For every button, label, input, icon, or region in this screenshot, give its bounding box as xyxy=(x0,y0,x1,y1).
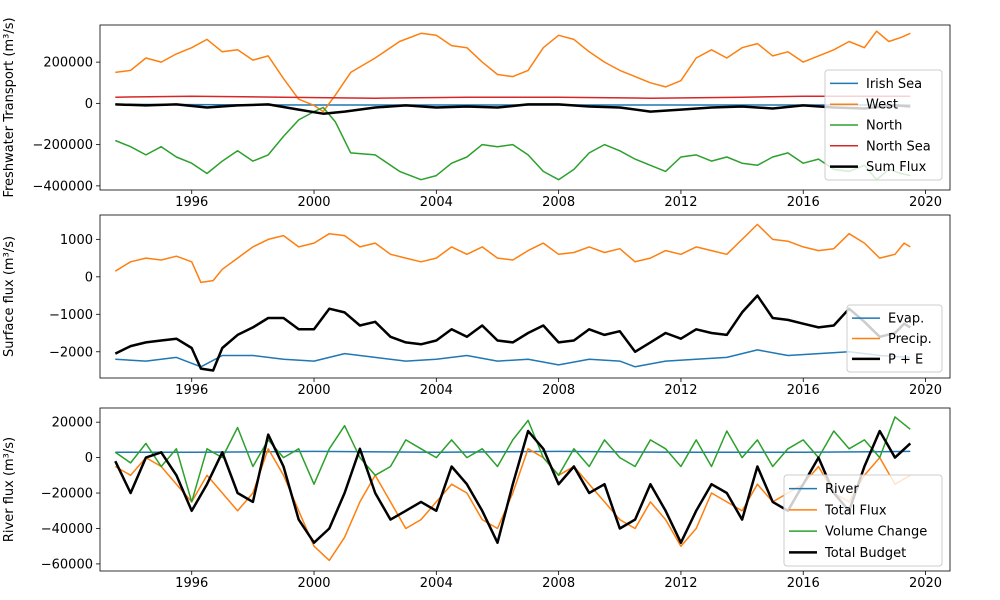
series-line-precip- xyxy=(114,223,911,284)
axes-frame xyxy=(99,24,951,191)
y-tick-label: −60000 xyxy=(41,557,93,572)
legend-label: North Sea xyxy=(866,139,931,154)
y-tick-label: 20000 xyxy=(52,416,93,431)
legend-box xyxy=(846,304,943,373)
y-tick-label: 200000 xyxy=(43,56,93,71)
x-tick-label: 2004 xyxy=(420,383,453,398)
y-tick-label: 0 xyxy=(85,270,93,285)
legend-label: River xyxy=(825,482,859,497)
chart-panel-2: 1996 2000 2004 2008 2012 2016 2020 −2000 −1000 0 1… xyxy=(2,214,951,398)
series-line-evap- xyxy=(115,349,911,368)
y-axis-label: River flux (m³/s) xyxy=(2,437,17,542)
x-tick-label: 1996 xyxy=(175,383,208,398)
x-tick-label: 2012 xyxy=(664,195,697,210)
x-tick-label: 2016 xyxy=(787,195,820,210)
legend-box xyxy=(783,474,943,567)
y-tick-label: −2000 xyxy=(49,345,93,360)
axes-frame xyxy=(99,214,951,379)
legend: Evap. Precip. P + E xyxy=(846,304,943,373)
x-tick-label: 2000 xyxy=(297,383,330,398)
series-line-p-e xyxy=(114,294,911,372)
x-tick-label: 2012 xyxy=(664,576,697,591)
legend-label: Precip. xyxy=(888,332,932,347)
y-tick-label: 1000 xyxy=(60,233,93,248)
legend-label: North xyxy=(866,119,902,134)
legend-label: Evap. xyxy=(888,312,924,327)
x-tick-label: 2004 xyxy=(420,576,453,591)
legend: River Total Flux Volume Change Total Budget xyxy=(783,474,943,567)
y-axis-label: Freshwater Transport (m³/s) xyxy=(2,17,17,197)
legend-label: Irish Sea xyxy=(866,77,922,92)
x-tick-label: 2012 xyxy=(664,383,697,398)
legend-label: West xyxy=(866,98,898,113)
chart-panel-1: 1996 2000 2004 2008 2012 2016 2020 −400000 −2000… xyxy=(2,17,951,210)
y-tick-label: 0 xyxy=(85,97,93,112)
series-line-volume-change xyxy=(114,416,911,503)
x-tick-label: 2020 xyxy=(909,576,942,591)
x-tick-label: 2008 xyxy=(542,383,575,398)
legend-label: Volume Change xyxy=(825,525,927,540)
legend-label: Sum Flux xyxy=(866,160,927,175)
legend: Irish Sea West North North Sea Sum Flux xyxy=(824,69,943,181)
axes-frame xyxy=(99,407,951,572)
series-line-west xyxy=(115,30,911,113)
x-tick-label: 2004 xyxy=(420,195,453,210)
series-line-sum-flux xyxy=(115,103,911,115)
legend-label: Total Budget xyxy=(824,546,906,561)
chart-panel-3: 1996 2000 2004 2008 2012 2016 2020 −60000 −40000… xyxy=(2,407,951,591)
x-tick-label: 1996 xyxy=(175,195,208,210)
legend-label: Total Flux xyxy=(824,503,887,518)
y-tick-label: −1000 xyxy=(49,308,93,323)
series-line-north-sea xyxy=(115,95,911,99)
series-line-north xyxy=(115,106,911,181)
y-tick-label: 0 xyxy=(85,451,93,466)
x-tick-label: 2020 xyxy=(909,195,942,210)
y-tick-label: −40000 xyxy=(41,522,93,537)
x-tick-label: 2016 xyxy=(787,383,820,398)
legend-label: P + E xyxy=(888,352,923,367)
x-tick-label: 2000 xyxy=(297,195,330,210)
y-tick-label: −200000 xyxy=(32,138,93,153)
x-tick-label: 2016 xyxy=(787,576,820,591)
x-tick-label: 2008 xyxy=(542,576,575,591)
x-tick-label: 2020 xyxy=(909,383,942,398)
y-axis-label: Surface flux (m³/s) xyxy=(2,236,17,357)
x-tick-label: 1996 xyxy=(175,576,208,591)
y-tick-label: −400000 xyxy=(32,179,93,194)
x-tick-label: 2000 xyxy=(297,576,330,591)
x-tick-label: 2008 xyxy=(542,195,575,210)
series-line-total-budget xyxy=(114,429,912,544)
legend-box xyxy=(824,69,943,181)
y-tick-label: −20000 xyxy=(41,487,93,502)
